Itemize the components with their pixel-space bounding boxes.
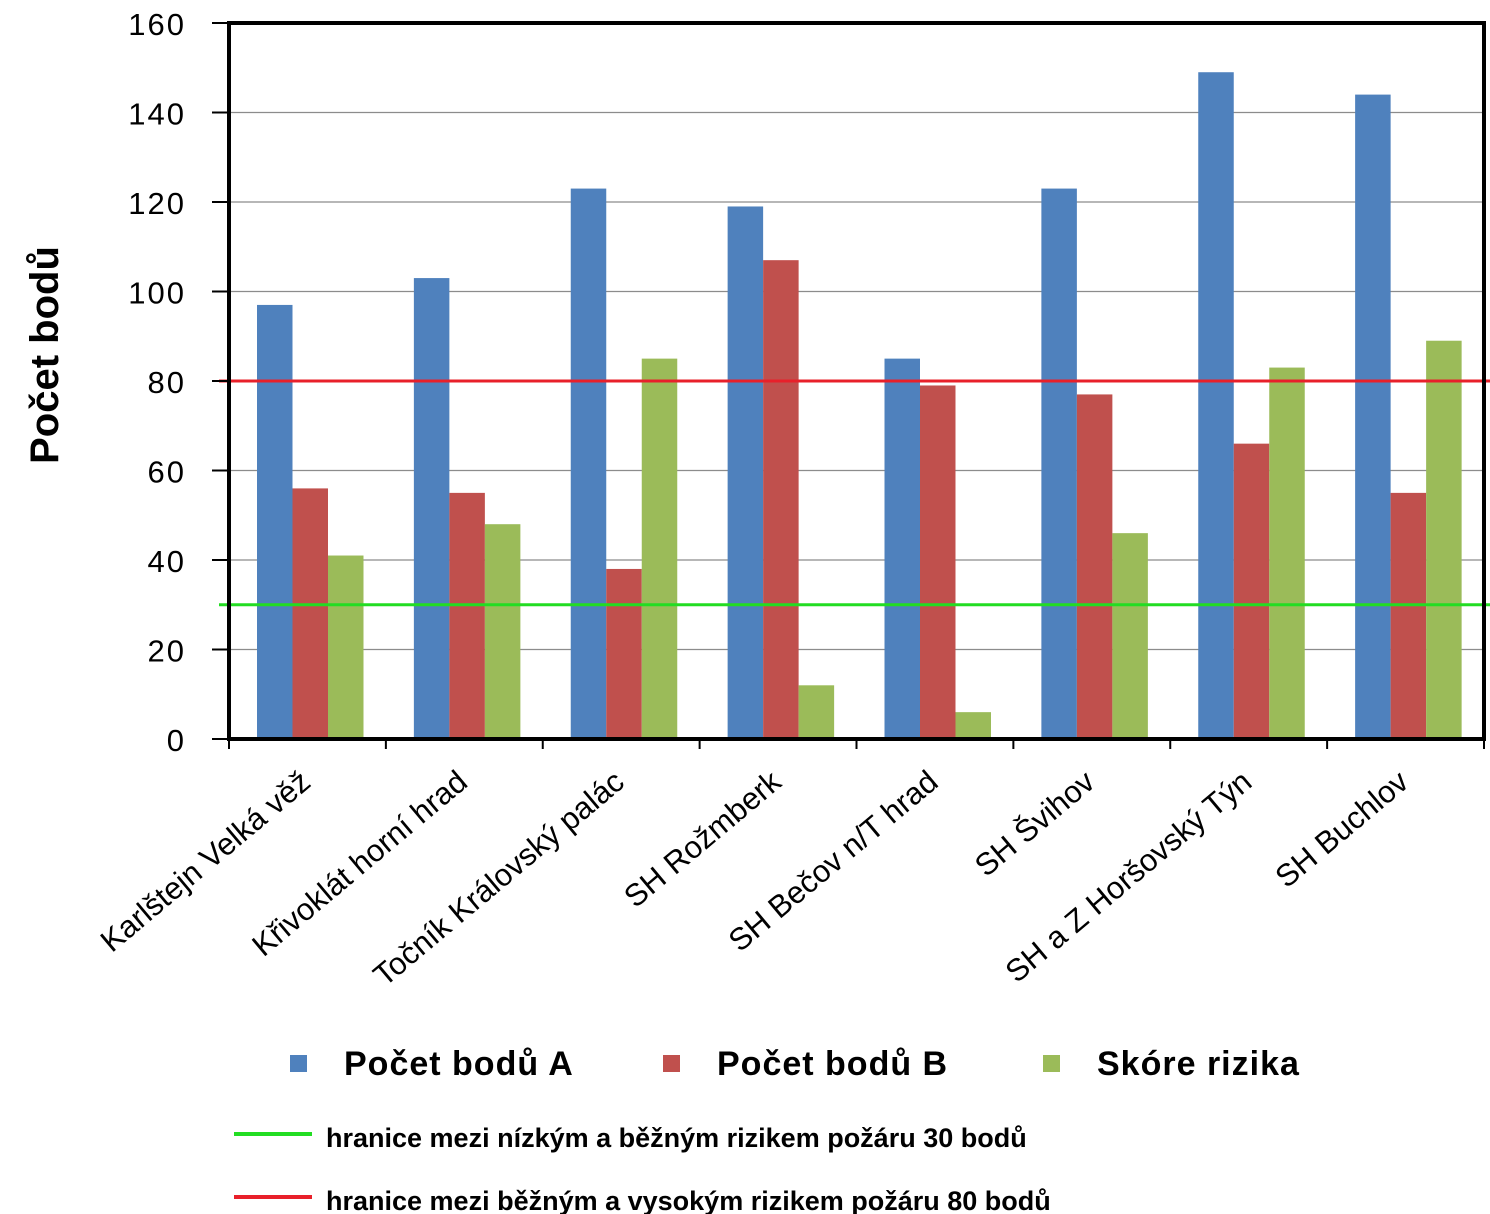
bar-series-2 bbox=[763, 260, 799, 739]
bar-series-1 bbox=[570, 188, 607, 739]
bar-series-1 bbox=[413, 278, 450, 739]
x-tick-label: SH Rožmberk bbox=[617, 763, 788, 914]
bar-series-1 bbox=[727, 206, 764, 740]
legend-label-2: Počet bodů B bbox=[717, 1045, 948, 1083]
bar-series-3 bbox=[1269, 367, 1305, 739]
bar-series-2 bbox=[606, 568, 642, 739]
bar-series-2 bbox=[449, 492, 485, 739]
bar-series-3 bbox=[484, 524, 521, 739]
bar-series-3 bbox=[1426, 340, 1462, 739]
y-tick-label: 40 bbox=[148, 544, 186, 579]
bar-series-2 bbox=[292, 488, 328, 739]
bar-series-3 bbox=[1112, 533, 1148, 739]
legend-swatch-1 bbox=[290, 1055, 307, 1072]
bar-series-2 bbox=[1076, 394, 1113, 739]
bar-series-1 bbox=[1355, 94, 1391, 740]
legend-swatch-2 bbox=[663, 1055, 680, 1072]
bar-series-1 bbox=[1198, 72, 1234, 740]
threshold-legend-label-2: hranice mezi běžným a vysokým rizikem po… bbox=[326, 1186, 1051, 1214]
bar-series-3 bbox=[328, 555, 364, 739]
x-tick-label: SH Švihov bbox=[968, 763, 1102, 883]
bar-series-1 bbox=[257, 304, 293, 739]
y-axis-label: Počet bodů bbox=[23, 246, 67, 464]
y-tick-label: 20 bbox=[148, 634, 186, 669]
bar-series-3 bbox=[641, 358, 678, 739]
bar-series-1 bbox=[884, 358, 920, 739]
y-tick-label: 140 bbox=[128, 97, 186, 132]
x-tick-label: SH Buchlov bbox=[1268, 763, 1415, 894]
y-tick-label: 60 bbox=[148, 455, 186, 490]
y-tick-label: 0 bbox=[167, 723, 186, 758]
y-tick-label: 160 bbox=[128, 7, 186, 42]
y-tick-label: 100 bbox=[128, 276, 186, 311]
legend-label-3: Skóre rizika bbox=[1097, 1045, 1300, 1083]
bar-series-1 bbox=[1041, 188, 1077, 739]
bar-series-3 bbox=[955, 712, 991, 739]
threshold-legend-label-1: hranice mezi nízkým a běžným rizikem pož… bbox=[326, 1123, 1027, 1153]
legend-label-1: Počet bodů A bbox=[344, 1045, 574, 1083]
x-tick-label: Točník Královský palác bbox=[367, 764, 631, 993]
bar-series-3 bbox=[798, 685, 835, 739]
legend-swatch-3 bbox=[1043, 1055, 1060, 1072]
y-tick-label: 120 bbox=[128, 186, 186, 221]
bar-series-2 bbox=[1233, 443, 1270, 739]
bar-series-2 bbox=[920, 385, 956, 739]
bar-series-2 bbox=[1390, 492, 1427, 739]
y-tick-label: 80 bbox=[148, 365, 186, 400]
